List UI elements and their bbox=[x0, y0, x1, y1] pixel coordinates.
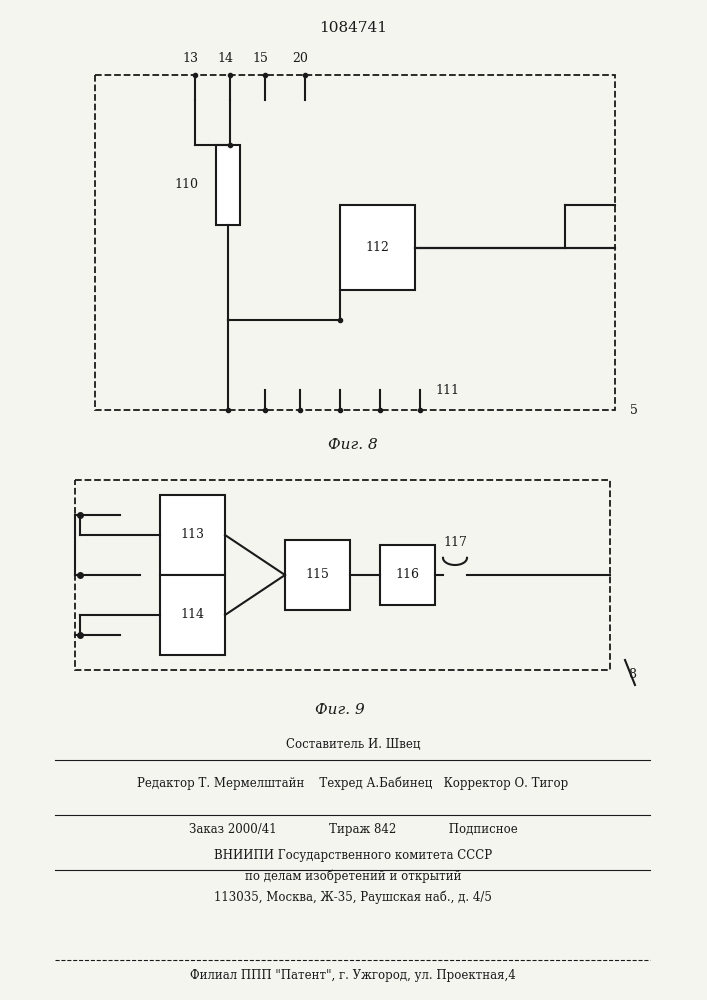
Text: Редактор Т. Мермелштайн    Техред А.Бабинец   Корректор О. Тигор: Редактор Т. Мермелштайн Техред А.Бабинец… bbox=[137, 776, 568, 790]
Text: 14: 14 bbox=[217, 52, 233, 66]
Text: 8: 8 bbox=[628, 668, 636, 682]
Text: 113: 113 bbox=[180, 528, 204, 542]
Text: 111: 111 bbox=[435, 383, 459, 396]
Bar bbox=[75, 480, 610, 670]
Text: Фиг. 9: Фиг. 9 bbox=[315, 703, 365, 717]
Bar bbox=[216, 145, 240, 225]
Text: 116: 116 bbox=[395, 568, 419, 582]
Text: 113035, Москва, Ж-35, Раушская наб., д. 4/5: 113035, Москва, Ж-35, Раушская наб., д. … bbox=[214, 890, 492, 904]
Text: 110: 110 bbox=[174, 178, 198, 192]
Text: 117: 117 bbox=[443, 536, 467, 550]
Text: по делам изобретений и открытий: по делам изобретений и открытий bbox=[245, 869, 461, 883]
Text: Фиг. 8: Фиг. 8 bbox=[328, 438, 378, 452]
Text: 114: 114 bbox=[180, 608, 204, 621]
Text: 112: 112 bbox=[366, 241, 390, 254]
Text: 13: 13 bbox=[182, 52, 198, 66]
Bar bbox=[160, 575, 225, 655]
Text: Филиал ППП "Патент", г. Ужгород, ул. Проектная,4: Филиал ППП "Патент", г. Ужгород, ул. Про… bbox=[190, 968, 516, 982]
Text: ВНИИПИ Государственного комитета СССР: ВНИИПИ Государственного комитета СССР bbox=[214, 848, 492, 861]
Text: 1084741: 1084741 bbox=[319, 21, 387, 35]
Text: 20: 20 bbox=[292, 52, 308, 66]
Bar bbox=[95, 75, 615, 410]
Bar bbox=[285, 540, 350, 610]
Text: Заказ 2000/41              Тираж 842              Подписное: Заказ 2000/41 Тираж 842 Подписное bbox=[189, 824, 518, 836]
Text: 115: 115 bbox=[305, 568, 329, 582]
Text: Составитель И. Швец: Составитель И. Швец bbox=[286, 738, 420, 752]
Bar bbox=[160, 495, 225, 575]
Text: 15: 15 bbox=[252, 52, 268, 66]
Bar bbox=[380, 545, 435, 605]
Text: 5: 5 bbox=[630, 403, 638, 416]
Bar bbox=[340, 205, 415, 290]
